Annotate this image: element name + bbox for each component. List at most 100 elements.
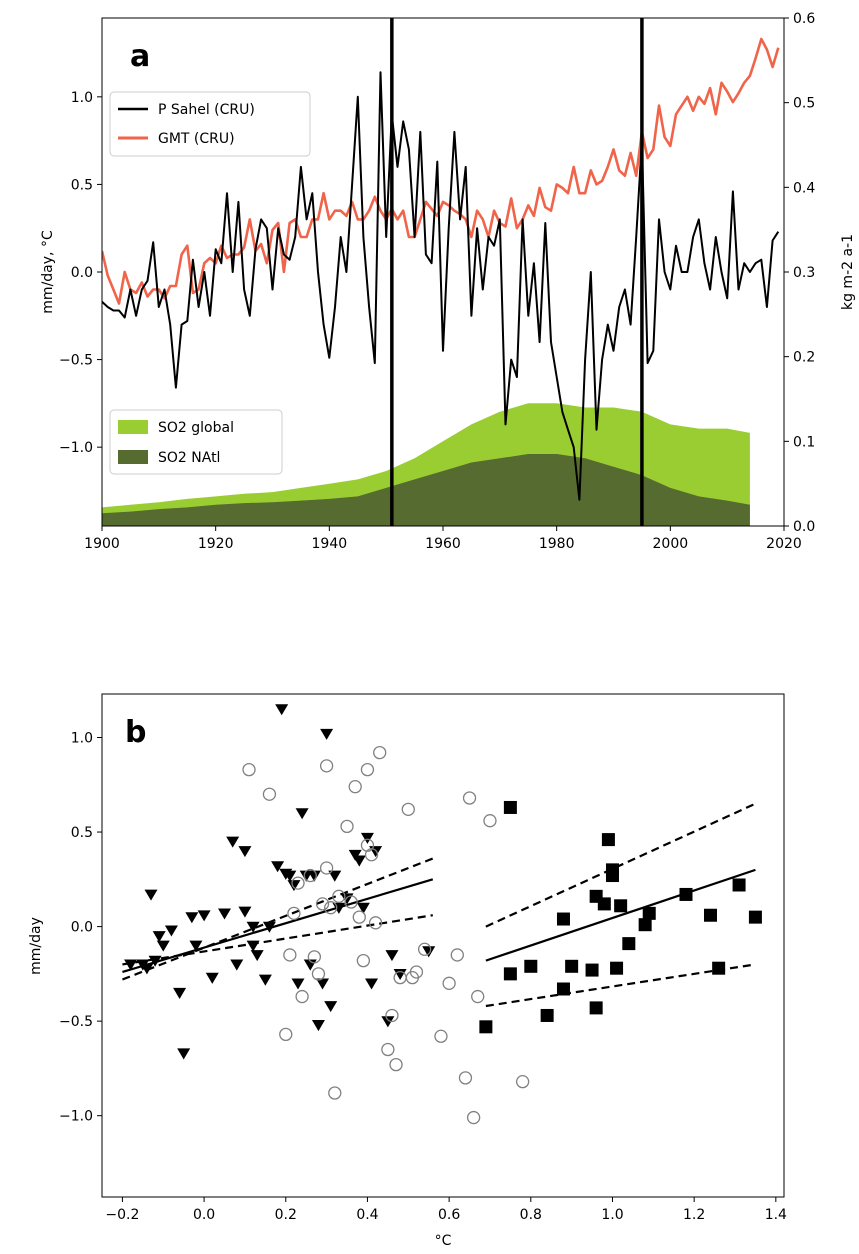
xtick-label: −0.2 bbox=[105, 1207, 139, 1223]
triangle-marker bbox=[189, 940, 203, 952]
triangle-marker bbox=[324, 1001, 338, 1013]
triangle-marker bbox=[205, 972, 219, 984]
xtick-label: 1900 bbox=[84, 536, 120, 552]
triangle-marker bbox=[238, 846, 252, 858]
triangle-marker bbox=[369, 846, 383, 858]
square-marker bbox=[556, 982, 570, 996]
xtick-label: 1960 bbox=[425, 536, 461, 552]
triangle-marker bbox=[352, 855, 366, 867]
panel-b-ylabel: mm/day bbox=[28, 917, 44, 975]
circle-marker bbox=[483, 814, 497, 828]
ytick-label-left: 0.5 bbox=[71, 177, 93, 193]
xtick-label: 1.0 bbox=[601, 1207, 623, 1223]
triangle-marker bbox=[311, 1020, 325, 1032]
triangle-marker bbox=[258, 974, 272, 986]
legend-label-p-sahel: P Sahel (CRU) bbox=[158, 102, 255, 118]
ytick-label-right: 0.5 bbox=[793, 96, 815, 112]
triangle-marker bbox=[250, 950, 264, 962]
circle-marker bbox=[340, 819, 354, 834]
triangle-marker bbox=[299, 870, 313, 882]
triangle-marker bbox=[320, 728, 334, 740]
legend-swatch-so2-global bbox=[118, 420, 148, 434]
square-marker bbox=[503, 967, 517, 981]
triangle-marker bbox=[365, 978, 379, 990]
square-marker bbox=[712, 961, 726, 975]
xtick-label: 0.4 bbox=[356, 1207, 378, 1223]
panel-a-legend-lower: SO2 global SO2 NAtl bbox=[109, 409, 283, 475]
triangle-marker bbox=[144, 889, 158, 901]
ytick-label-left: −1.0 bbox=[59, 440, 93, 456]
square-marker bbox=[601, 833, 615, 847]
ytick-label: −1.0 bbox=[59, 1109, 93, 1125]
regression-line bbox=[485, 868, 756, 962]
circle-marker bbox=[417, 942, 432, 956]
circle-marker bbox=[360, 838, 375, 852]
circle-marker bbox=[385, 1008, 399, 1023]
panel-b-xlabel: °C bbox=[435, 1233, 452, 1249]
circle-marker bbox=[442, 976, 456, 990]
square-marker bbox=[642, 906, 656, 920]
xtick-label: 0.8 bbox=[520, 1207, 542, 1223]
circle-marker bbox=[319, 861, 334, 875]
triangle-marker bbox=[177, 1048, 191, 1060]
circle-marker bbox=[471, 989, 485, 1004]
triangle-marker bbox=[271, 861, 285, 873]
triangle-marker bbox=[287, 880, 301, 892]
square-marker bbox=[605, 863, 619, 877]
xtick-label: 2000 bbox=[653, 536, 689, 552]
legend-label-so2-global: SO2 global bbox=[158, 420, 234, 436]
circle-marker bbox=[319, 759, 334, 773]
triangle-marker bbox=[148, 955, 162, 967]
circle-marker bbox=[381, 1042, 395, 1057]
circle-marker bbox=[368, 916, 383, 930]
ytick-label: −0.5 bbox=[59, 1014, 93, 1030]
circle-marker bbox=[450, 948, 464, 962]
ytick-label-right: 0.4 bbox=[793, 180, 815, 196]
legend-label-so2-natl: SO2 NAtl bbox=[158, 450, 220, 466]
triangle-marker bbox=[393, 968, 407, 981]
triangle-marker bbox=[238, 906, 252, 918]
ytick-label-left: 1.0 bbox=[71, 90, 93, 106]
triangle-marker bbox=[246, 940, 260, 952]
xtick-label: 1940 bbox=[312, 536, 348, 552]
circle-marker bbox=[389, 1057, 403, 1072]
triangle-marker bbox=[295, 808, 309, 820]
triangle-marker bbox=[218, 908, 232, 920]
triangle-marker bbox=[230, 959, 244, 971]
circle-marker bbox=[242, 762, 256, 777]
ytick-label-right: 0.2 bbox=[793, 350, 815, 366]
triangle-marker bbox=[316, 978, 330, 990]
regression-bound-line bbox=[485, 963, 756, 1008]
circle-marker bbox=[307, 950, 322, 964]
triangle-marker bbox=[226, 836, 240, 848]
circle-marker bbox=[295, 989, 309, 1004]
ytick-label-right: 0.1 bbox=[793, 434, 815, 450]
legend-label-gmt: GMT (CRU) bbox=[158, 131, 235, 147]
square-marker bbox=[585, 963, 599, 977]
panel-a-legend-upper: P Sahel (CRU) GMT (CRU) bbox=[109, 91, 311, 157]
circle-marker bbox=[303, 868, 317, 883]
xtick-label: 0.6 bbox=[438, 1207, 460, 1223]
xtick-label: 1980 bbox=[539, 536, 575, 552]
square-marker bbox=[610, 961, 624, 975]
ytick-label-right: 0.0 bbox=[793, 519, 815, 535]
square-marker bbox=[748, 910, 762, 924]
xtick-label: 1920 bbox=[198, 536, 234, 552]
square-marker bbox=[732, 878, 746, 892]
so2-natl-area bbox=[102, 454, 750, 526]
circle-marker bbox=[287, 906, 301, 921]
panel-a-plot-area bbox=[102, 18, 780, 526]
xtick-label: 1.2 bbox=[683, 1207, 705, 1223]
panel-a-ticks: 1900 1920 1940 1960 1980 2000 2020 −1.0 −0.5 0.0 0… bbox=[59, 11, 815, 552]
regression-bound-line bbox=[485, 802, 756, 928]
triangle-marker bbox=[185, 912, 199, 924]
panel-b-letter: b bbox=[125, 715, 146, 750]
triangle-marker bbox=[422, 946, 436, 958]
triangle-marker bbox=[348, 849, 362, 861]
square-marker bbox=[703, 908, 717, 922]
circle-marker bbox=[344, 895, 358, 909]
triangle-marker bbox=[197, 910, 211, 922]
square-marker bbox=[540, 1008, 554, 1022]
ytick-label: 0.5 bbox=[71, 825, 93, 841]
